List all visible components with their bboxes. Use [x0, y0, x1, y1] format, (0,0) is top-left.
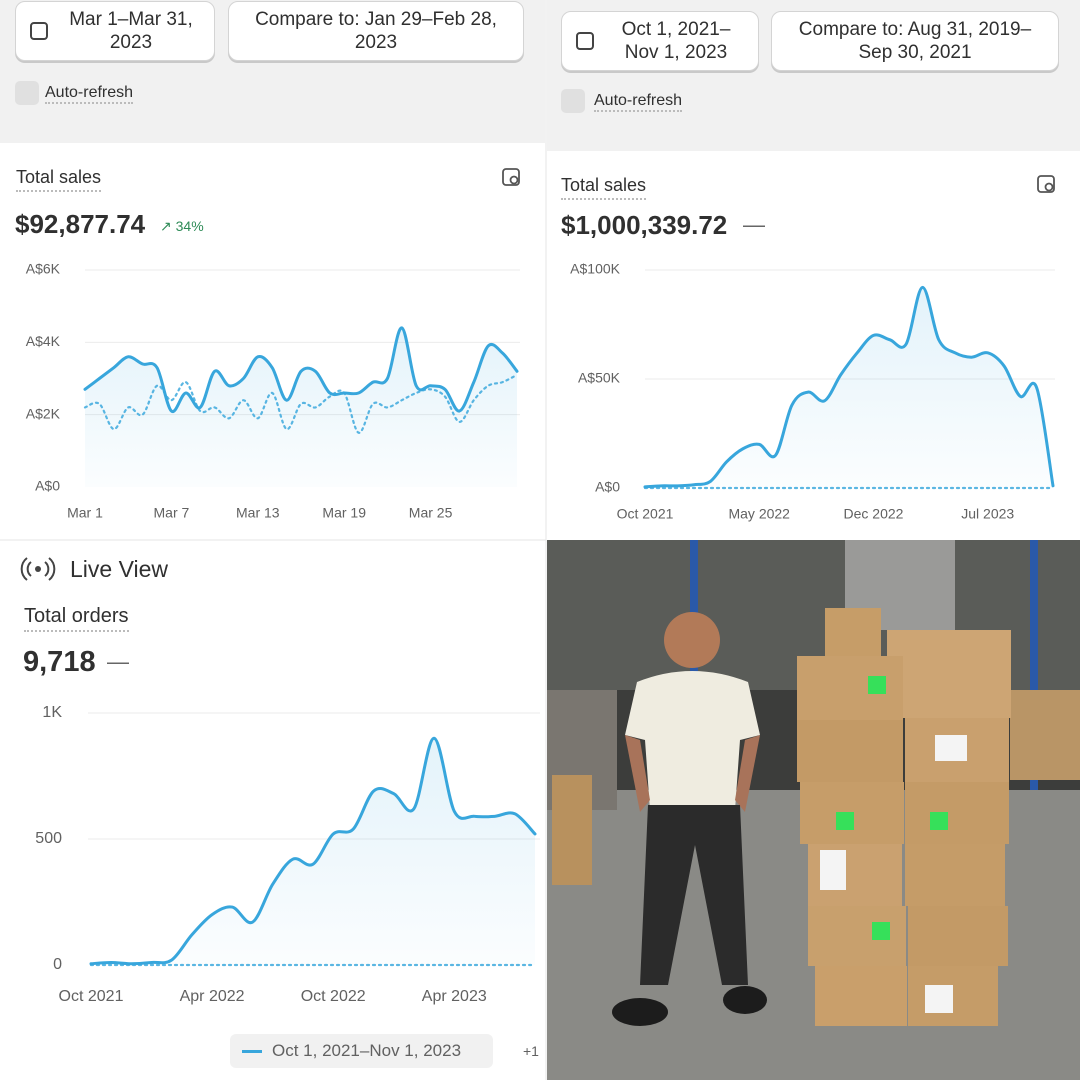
- metric-change: ↗ 34%: [160, 218, 204, 234]
- y-tick-label: A$100K: [570, 261, 620, 277]
- date-range: Mar 1–Mar 31, 2023: [69, 9, 193, 53]
- x-tick-label: Apr 2023: [422, 988, 487, 1005]
- photo-shape: [925, 985, 953, 1013]
- photo-shape: [815, 966, 907, 1026]
- x-tick-label: Oct 2022: [301, 988, 366, 1005]
- line-series: [89, 736, 537, 966]
- photo-shape: [935, 735, 967, 761]
- explore-icon: [509, 175, 519, 185]
- metric-total: $1,000,339.72: [561, 210, 728, 240]
- photo-shape: [735, 735, 760, 812]
- legend-swatch: [242, 1049, 262, 1053]
- checkbox[interactable]: [15, 81, 39, 105]
- y-tick-label: A$4K: [26, 333, 61, 349]
- line-series: [643, 285, 1055, 489]
- photo-shape: [820, 850, 846, 890]
- x-tick-label: Mar 13: [236, 505, 280, 521]
- x-tick-label: Mar 7: [154, 505, 190, 521]
- photo-shape: [908, 906, 1008, 966]
- y-tick-label: A$0: [595, 479, 620, 495]
- photo-shape: [887, 630, 1011, 718]
- photo-shape: [640, 805, 748, 985]
- explore-icon[interactable]: [502, 168, 520, 186]
- compare-range: Compare to: Aug 31, 2019–Sep 30, 2021: [798, 19, 1032, 63]
- calendar-icon: [576, 32, 594, 50]
- x-tick-label: Jul 2023: [961, 506, 1014, 522]
- x-tick-label: Apr 2022: [180, 988, 245, 1005]
- metric-change: —: [107, 649, 129, 674]
- y-tick-label: A$6K: [26, 261, 61, 277]
- explore-icon[interactable]: [1037, 175, 1055, 193]
- photo-shape: [612, 998, 668, 1026]
- live-view-heading[interactable]: Live View: [70, 556, 169, 582]
- x-tick-label: Mar 19: [322, 505, 366, 521]
- x-tick-label: Oct 2021: [59, 988, 124, 1005]
- metric-title: Total sales: [16, 167, 102, 192]
- line-series: [83, 326, 519, 414]
- date-range-button[interactable]: Mar 1–Mar 31, 2023: [15, 1, 215, 61]
- legend-more[interactable]: +1: [523, 1043, 539, 1059]
- photo-shape: [825, 608, 881, 656]
- y-tick-label: A$0: [35, 478, 60, 494]
- auto-refresh-label[interactable]: Auto-refresh: [594, 92, 683, 112]
- metric-title: Total orders: [24, 605, 129, 632]
- photo-shape: [797, 656, 903, 720]
- auto-refresh-label[interactable]: Auto-refresh: [45, 84, 134, 104]
- area: [85, 327, 517, 487]
- calendar-icon: [30, 22, 48, 40]
- live-icon: [20, 557, 56, 581]
- change-value: 34%: [175, 218, 204, 234]
- date-range: Oct 1, 2021–Nov 1, 2023: [621, 19, 731, 63]
- photo-shape: [797, 720, 903, 782]
- x-tick-label: Mar 25: [409, 505, 453, 521]
- photo-shape: [905, 844, 1005, 906]
- photo-shape: [868, 676, 886, 694]
- photo-shape: [808, 906, 906, 966]
- x-tick-label: May 2022: [728, 506, 790, 522]
- photo-shape: [905, 782, 1009, 844]
- photo-shape: [664, 612, 720, 668]
- y-tick-label: A$2K: [26, 405, 61, 421]
- photo-shape: [872, 922, 890, 940]
- date-range-button[interactable]: Oct 1, 2021–Nov 1, 2023: [561, 11, 759, 71]
- photo-shape: [625, 671, 760, 810]
- legend-label: Oct 1, 2021–Nov 1, 2023: [272, 1041, 462, 1060]
- photo-shape: [552, 775, 592, 885]
- y-tick-label: 1K: [42, 704, 62, 721]
- x-tick-label: Dec 2022: [844, 506, 904, 522]
- photo-shape: [836, 812, 854, 830]
- metric-change: —: [743, 212, 765, 237]
- metric-title: Total sales: [561, 175, 647, 200]
- photo-shape: [1030, 540, 1038, 790]
- x-tick-label: Oct 2021: [617, 506, 674, 522]
- photo: [547, 540, 1080, 1080]
- compare-button[interactable]: Compare to: Jan 29–Feb 28, 2023: [228, 1, 524, 61]
- y-tick-label: 0: [53, 956, 62, 973]
- area: [91, 738, 535, 965]
- photo-shape: [723, 986, 767, 1014]
- x-tick-label: Mar 1: [67, 505, 103, 521]
- photo-shape: [1010, 690, 1080, 780]
- photo-shape: [625, 735, 650, 812]
- legend[interactable]: Oct 1, 2021–Nov 1, 2023: [230, 1034, 493, 1068]
- checkbox[interactable]: [561, 89, 585, 113]
- y-tick-label: A$50K: [578, 370, 621, 386]
- metric-total: 9,718: [23, 646, 96, 678]
- compare-button[interactable]: Compare to: Aug 31, 2019–Sep 30, 2021: [771, 11, 1059, 71]
- area: [645, 287, 1053, 488]
- y-tick-label: 500: [35, 830, 62, 847]
- compare-range: Compare to: Jan 29–Feb 28, 2023: [255, 9, 497, 53]
- explore-icon: [1044, 182, 1054, 192]
- metric-total: $92,877.74: [15, 209, 146, 239]
- photo-shape: [930, 812, 948, 830]
- live-icon: [35, 566, 41, 572]
